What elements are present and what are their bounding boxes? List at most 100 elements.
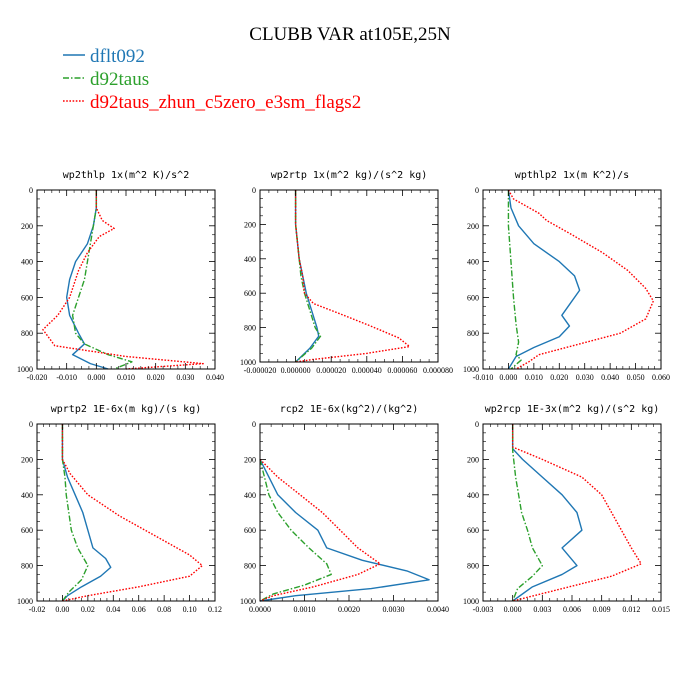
y-tick-label: 0 [252, 420, 256, 429]
y-tick-label: 600 [467, 526, 479, 535]
x-tick-label: 0.02 [81, 605, 95, 614]
y-tick-label: 800 [467, 329, 479, 338]
x-tick-label: -0.000020 [244, 366, 277, 375]
y-tick-label: 400 [244, 491, 256, 500]
x-tick-label: 0.12 [208, 605, 222, 614]
y-tick-label: 200 [467, 222, 479, 231]
panel-title: wp2thlp 1x(m^2 K)/s^2 [63, 170, 189, 181]
x-tick-label: 0.020 [147, 373, 165, 382]
y-tick-label: 200 [21, 222, 33, 231]
legend: dflt092d92tausd92taus_zhun_c5zero_e3sm_f… [63, 46, 361, 113]
x-tick-label: 0.10 [183, 605, 197, 614]
x-tick-label: 0.0000 [249, 605, 271, 614]
y-tick-label: 1000 [463, 365, 479, 374]
panel-4: wprtp2 1E-6x(m kg)/(s kg) -0.02 0.00 0.02 0.… [17, 404, 222, 614]
panel-title: wp2rtp 1x(m^2 kg)/(s^2 kg) [271, 170, 428, 181]
series-line-d92taus_zhun_c5zero_e3sm_flags2 [294, 190, 411, 363]
x-tick-label: 0.015 [652, 605, 670, 614]
x-tick-label: 0.0020 [338, 605, 360, 614]
y-tick-label: 600 [244, 526, 256, 535]
x-tick-label: 0.010 [117, 373, 135, 382]
series-line-dflt092 [511, 424, 583, 602]
x-tick-label: 0.000020 [316, 366, 346, 375]
series-line-dflt092 [61, 424, 112, 602]
y-tick-label: 600 [244, 289, 256, 298]
x-tick-label: 0.000000 [281, 366, 311, 375]
panels: wp2thlp 1x(m^2 K)/s^2-0.020 -0.010 0.000 0.… [17, 170, 670, 614]
y-tick-label: 800 [244, 324, 256, 333]
x-tick-label: 0.003 [533, 605, 551, 614]
series-line-d92taus [507, 190, 522, 370]
panel-title: wprtp2 1E-6x(m kg)/(s kg) [51, 404, 202, 415]
y-tick-label: 1000 [17, 597, 33, 606]
y-tick-label: 400 [244, 255, 256, 264]
legend-label: dflt092 [90, 46, 145, 67]
x-tick-label: 0.06 [132, 605, 146, 614]
y-tick-label: 800 [467, 562, 479, 571]
x-tick-label: 0.030 [576, 373, 594, 382]
series-line-d92taus_zhun_c5zero_e3sm_flags2 [507, 189, 655, 370]
legend-label: d92taus_zhun_c5zero_e3sm_flags2 [90, 92, 361, 113]
x-tick-label: 0.050 [627, 373, 645, 382]
y-tick-label: 1000 [17, 365, 33, 374]
panel-title: rcp2 1E-6x(kg^2)/(kg^2) [280, 404, 418, 415]
y-tick-label: 0 [29, 186, 33, 195]
x-tick-label: 0.009 [593, 605, 611, 614]
x-tick-label: 0.0010 [294, 605, 316, 614]
x-tick-label: 0.040 [601, 373, 619, 382]
x-tick-label: 0.000060 [387, 366, 417, 375]
series-line-dflt092 [259, 459, 430, 602]
panel-1: wp2thlp 1x(m^2 K)/s^2 -0.020 -0.010 0.000 0.… [17, 170, 224, 382]
y-tick-label: 400 [21, 491, 33, 500]
panel-5: rcp2 1E-6x(kg^2)/(kg^2) 0.0000 0.0010 0.002… [240, 404, 449, 614]
legend-entry: dflt092 [63, 46, 145, 67]
y-tick-label: 200 [244, 220, 256, 229]
series-line-d92taus_zhun_c5zero_e3sm_flags2 [259, 458, 381, 602]
series-line-d92taus_zhun_c5zero_e3sm_flags2 [61, 424, 203, 602]
x-tick-label: 0.010 [525, 373, 543, 382]
series-line-d92taus_zhun_c5zero_e3sm_flags2 [42, 190, 204, 370]
x-tick-label: 0.030 [176, 373, 194, 382]
x-tick-label: 0.060 [652, 373, 670, 382]
figure-title: CLUBB VAR at105E,25N [249, 24, 451, 45]
y-tick-label: 0 [475, 186, 479, 195]
x-tick-label: 0.000040 [352, 366, 382, 375]
x-tick-label: 0.000 [499, 373, 517, 382]
y-tick-label: 800 [244, 562, 256, 571]
panel-title: wpthlp2 1x(m K^2)/s [515, 170, 629, 181]
legend-entry: d92taus [63, 69, 149, 90]
y-tick-label: 400 [467, 491, 479, 500]
x-tick-label: 0.00 [55, 605, 69, 614]
panel-6: wp2rcp 1E-3x(m^2 kg)/(s^2 kg) -0.003 0.000… [463, 404, 670, 614]
y-tick-label: 1000 [240, 358, 256, 367]
y-tick-label: 0 [475, 420, 479, 429]
y-tick-label: 200 [244, 455, 256, 464]
y-tick-label: 0 [29, 420, 33, 429]
x-tick-label: 0.012 [622, 605, 640, 614]
x-tick-label: 0.04 [106, 605, 120, 614]
series-line-dflt092 [507, 189, 581, 370]
x-tick-label: -0.010 [473, 373, 494, 382]
x-tick-label: 0.0030 [383, 605, 405, 614]
panel-3: wpthlp2 1x(m K^2)/s -0.010 0.000 0.010 0.020… [463, 170, 670, 382]
y-tick-label: 1000 [463, 597, 479, 606]
x-tick-label: 0.006 [563, 605, 581, 614]
series-line-d92taus [259, 459, 332, 602]
y-tick-label: 600 [21, 526, 33, 535]
y-tick-label: 800 [21, 329, 33, 338]
panel-2: wp2rtp 1x(m^2 kg)/(s^2 kg) -0.000020 0.000… [240, 170, 453, 375]
x-tick-label: 0.000080 [423, 366, 453, 375]
panel-title: wp2rcp 1E-3x(m^2 kg)/(s^2 kg) [485, 404, 660, 415]
y-tick-label: 200 [467, 455, 479, 464]
y-tick-label: 200 [21, 455, 33, 464]
series-line-d92taus [61, 424, 89, 602]
y-tick-label: 800 [21, 562, 33, 571]
x-tick-label: 0.000 [504, 605, 522, 614]
legend-label: d92taus [90, 69, 149, 90]
x-tick-label: -0.010 [56, 373, 77, 382]
series-line-d92taus [71, 190, 133, 370]
x-tick-label: 0.0040 [427, 605, 449, 614]
x-tick-label: -0.020 [27, 373, 48, 382]
y-tick-label: 1000 [240, 597, 256, 606]
